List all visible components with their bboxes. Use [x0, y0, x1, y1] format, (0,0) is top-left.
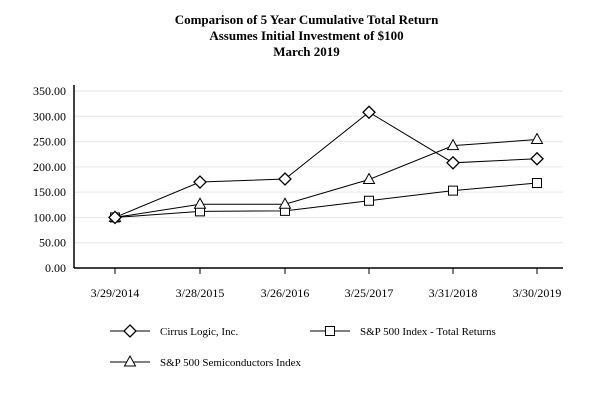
x-tick-label: 3/25/2017 — [345, 286, 394, 300]
legend-marker-square-icon — [325, 326, 335, 336]
data-point-diamond — [530, 151, 544, 166]
series-line-triangle — [114, 139, 538, 218]
legend-label: Cirrus Logic, Inc. — [160, 326, 238, 338]
y-tick-label: 250.00 — [33, 135, 66, 149]
data-point-diamond — [278, 172, 292, 186]
series-line-square — [114, 182, 538, 218]
data-point-triangle — [278, 197, 292, 209]
series-line-diamond — [114, 111, 538, 218]
data-point-square — [532, 178, 542, 189]
x-tick-label: 3/28/2015 — [176, 286, 225, 300]
data-point-diamond — [108, 210, 122, 225]
data-point-diamond — [362, 105, 376, 120]
y-tick-label: 50.00 — [39, 236, 66, 250]
legend-marker-diamond-icon — [123, 324, 137, 338]
x-tick-label: 3/29/2014 — [91, 286, 140, 300]
x-tick-label: 3/31/2018 — [429, 286, 478, 300]
y-tick-label: 150.00 — [33, 185, 66, 199]
data-point-triangle — [362, 172, 376, 184]
y-tick-label: 300.00 — [33, 109, 66, 123]
data-point-triangle — [193, 197, 207, 209]
chart-title-line-1: Comparison of 5 Year Cumulative Total Re… — [174, 12, 439, 27]
y-tick-label: 200.00 — [33, 160, 66, 174]
legend-label: S&P 500 Semiconductors Index — [160, 357, 302, 369]
data-point-diamond — [193, 175, 207, 189]
y-tick-label: 350.00 — [33, 84, 66, 98]
data-point-triangle — [530, 132, 544, 145]
x-tick-label: 3/26/2016 — [261, 286, 310, 300]
chart-title-line-3: March 2019 — [273, 44, 340, 59]
chart-title-line-2: Assumes Initial Investment of $100 — [209, 28, 404, 43]
legend-marker-triangle-icon — [123, 354, 137, 367]
legend-label: S&P 500 Index - Total Returns — [360, 326, 496, 338]
x-tick-label: 3/30/2019 — [513, 286, 562, 300]
data-point-square — [364, 195, 374, 206]
data-point-square — [448, 185, 458, 196]
data-point-triangle — [446, 138, 460, 151]
y-tick-label: 0.00 — [45, 261, 66, 275]
data-point-diamond — [446, 155, 460, 170]
y-tick-label: 100.00 — [33, 210, 66, 224]
